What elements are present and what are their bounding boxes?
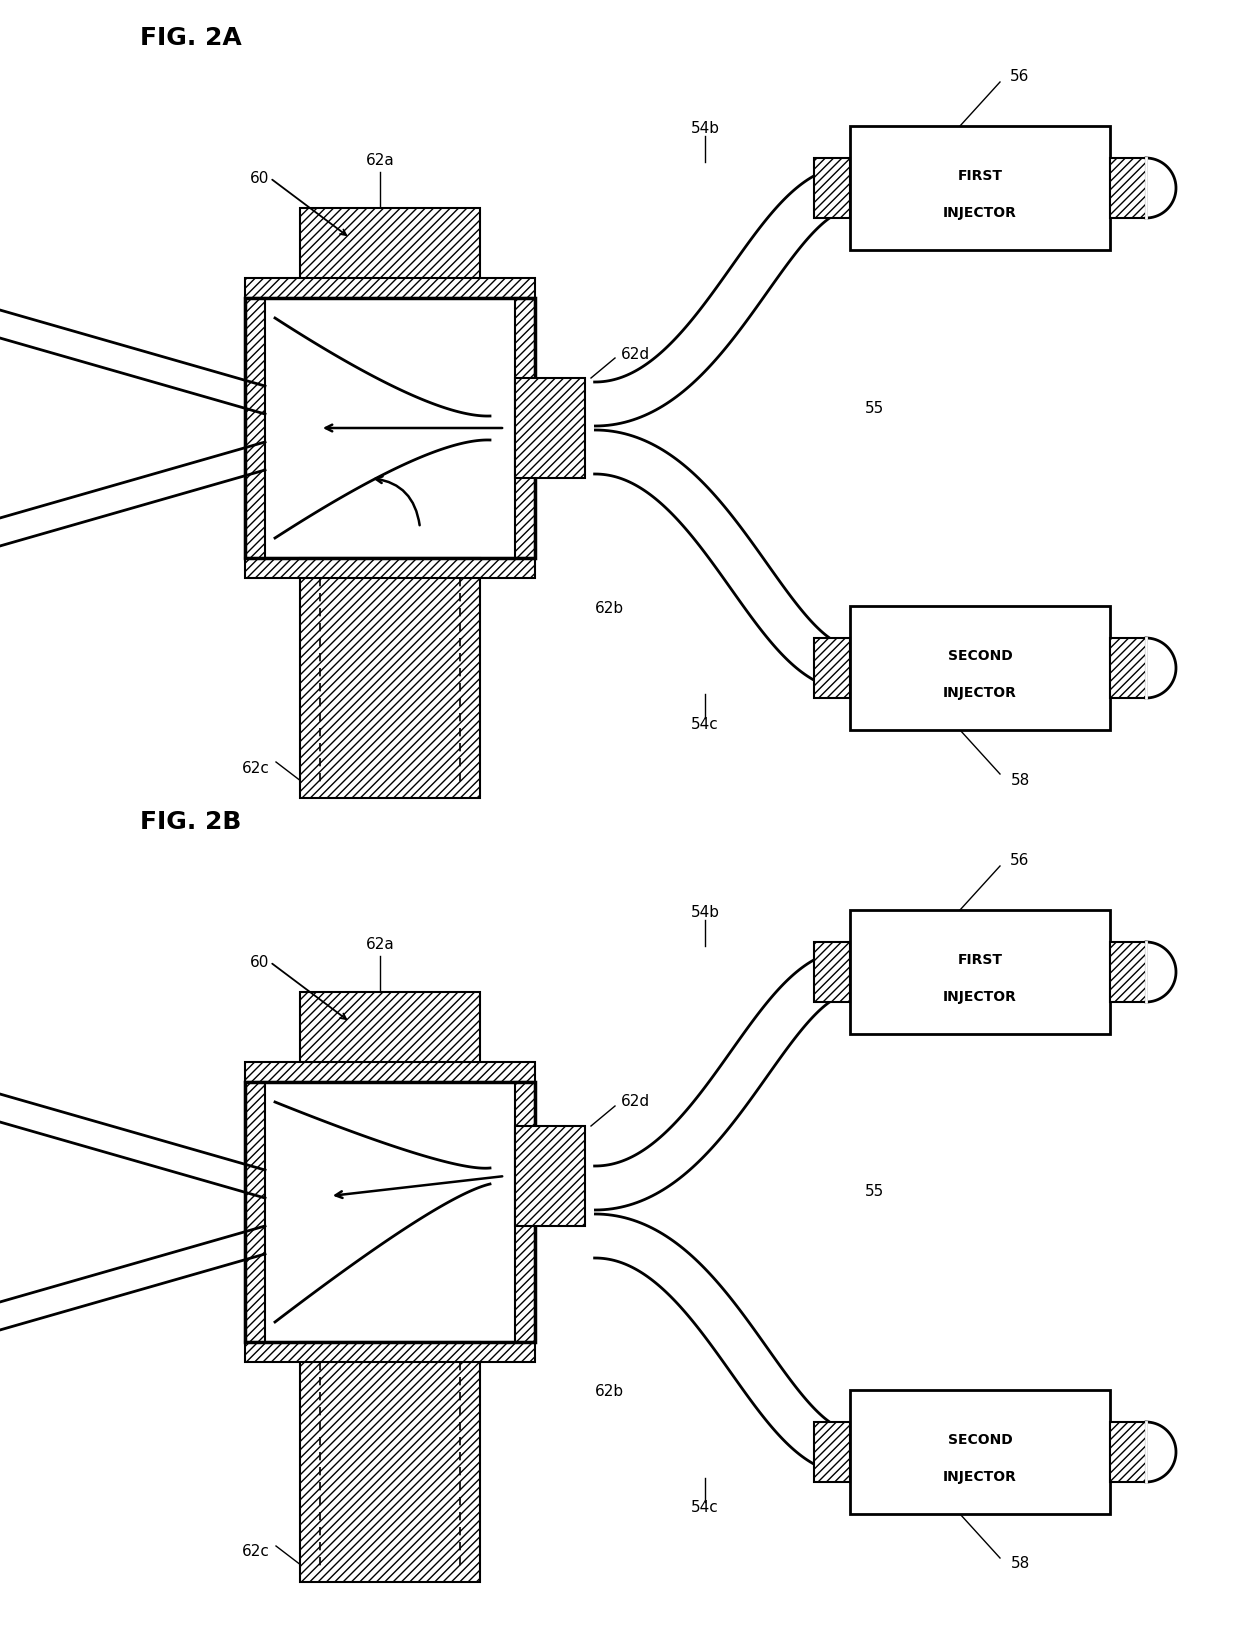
Text: 58: 58 [1011,773,1029,788]
Text: 54b: 54b [691,905,719,920]
Text: 62b: 62b [595,600,624,615]
Bar [515,1083,534,1341]
Bar [849,1389,1110,1515]
Bar [246,279,534,298]
Bar [246,1341,534,1361]
Bar [246,1061,534,1083]
Text: SECOND: SECOND [947,1432,1012,1447]
Bar [515,1126,585,1226]
Text: 58: 58 [1011,1556,1029,1572]
Text: 56: 56 [1011,69,1029,84]
Bar [300,992,480,1083]
Bar [1110,158,1146,218]
Text: 54c: 54c [691,717,719,732]
Bar [813,638,849,699]
Bar [849,910,1110,1033]
Text: FIRST: FIRST [957,168,1002,183]
Bar [849,125,1110,250]
Bar [300,208,480,298]
Text: FIG. 2B: FIG. 2B [140,811,242,834]
Bar [300,1341,480,1582]
Bar [1110,1422,1146,1482]
Text: INJECTOR: INJECTOR [944,206,1017,219]
Text: 54c: 54c [691,1500,719,1516]
Text: 55: 55 [866,400,884,415]
Bar [1110,943,1146,1002]
Bar [246,559,534,578]
Text: 60: 60 [250,954,269,969]
Bar [813,1422,849,1482]
Text: 62a: 62a [366,938,394,953]
Text: 62d: 62d [621,1094,650,1109]
Bar [300,559,480,798]
Bar [515,298,534,559]
Text: INJECTOR: INJECTOR [944,1470,1017,1483]
Text: FIRST: FIRST [957,953,1002,967]
Text: SECOND: SECOND [947,649,1012,662]
Bar [1110,638,1146,699]
Bar [515,377,585,478]
Bar [246,298,265,559]
Bar [813,158,849,218]
Text: 62a: 62a [366,153,394,168]
Text: 55: 55 [866,1185,884,1200]
Text: 62c: 62c [242,760,270,776]
Text: 62b: 62b [595,1384,624,1399]
Text: 62c: 62c [242,1544,270,1559]
Bar [246,1083,265,1341]
Text: FIG. 2A: FIG. 2A [140,26,242,49]
Text: INJECTOR: INJECTOR [944,686,1017,700]
Text: 60: 60 [250,170,269,186]
Bar [813,943,849,1002]
Text: 54b: 54b [691,120,719,135]
Bar [849,606,1110,730]
Text: INJECTOR: INJECTOR [944,990,1017,1004]
Text: 56: 56 [1011,852,1029,867]
Text: 62d: 62d [621,346,650,361]
